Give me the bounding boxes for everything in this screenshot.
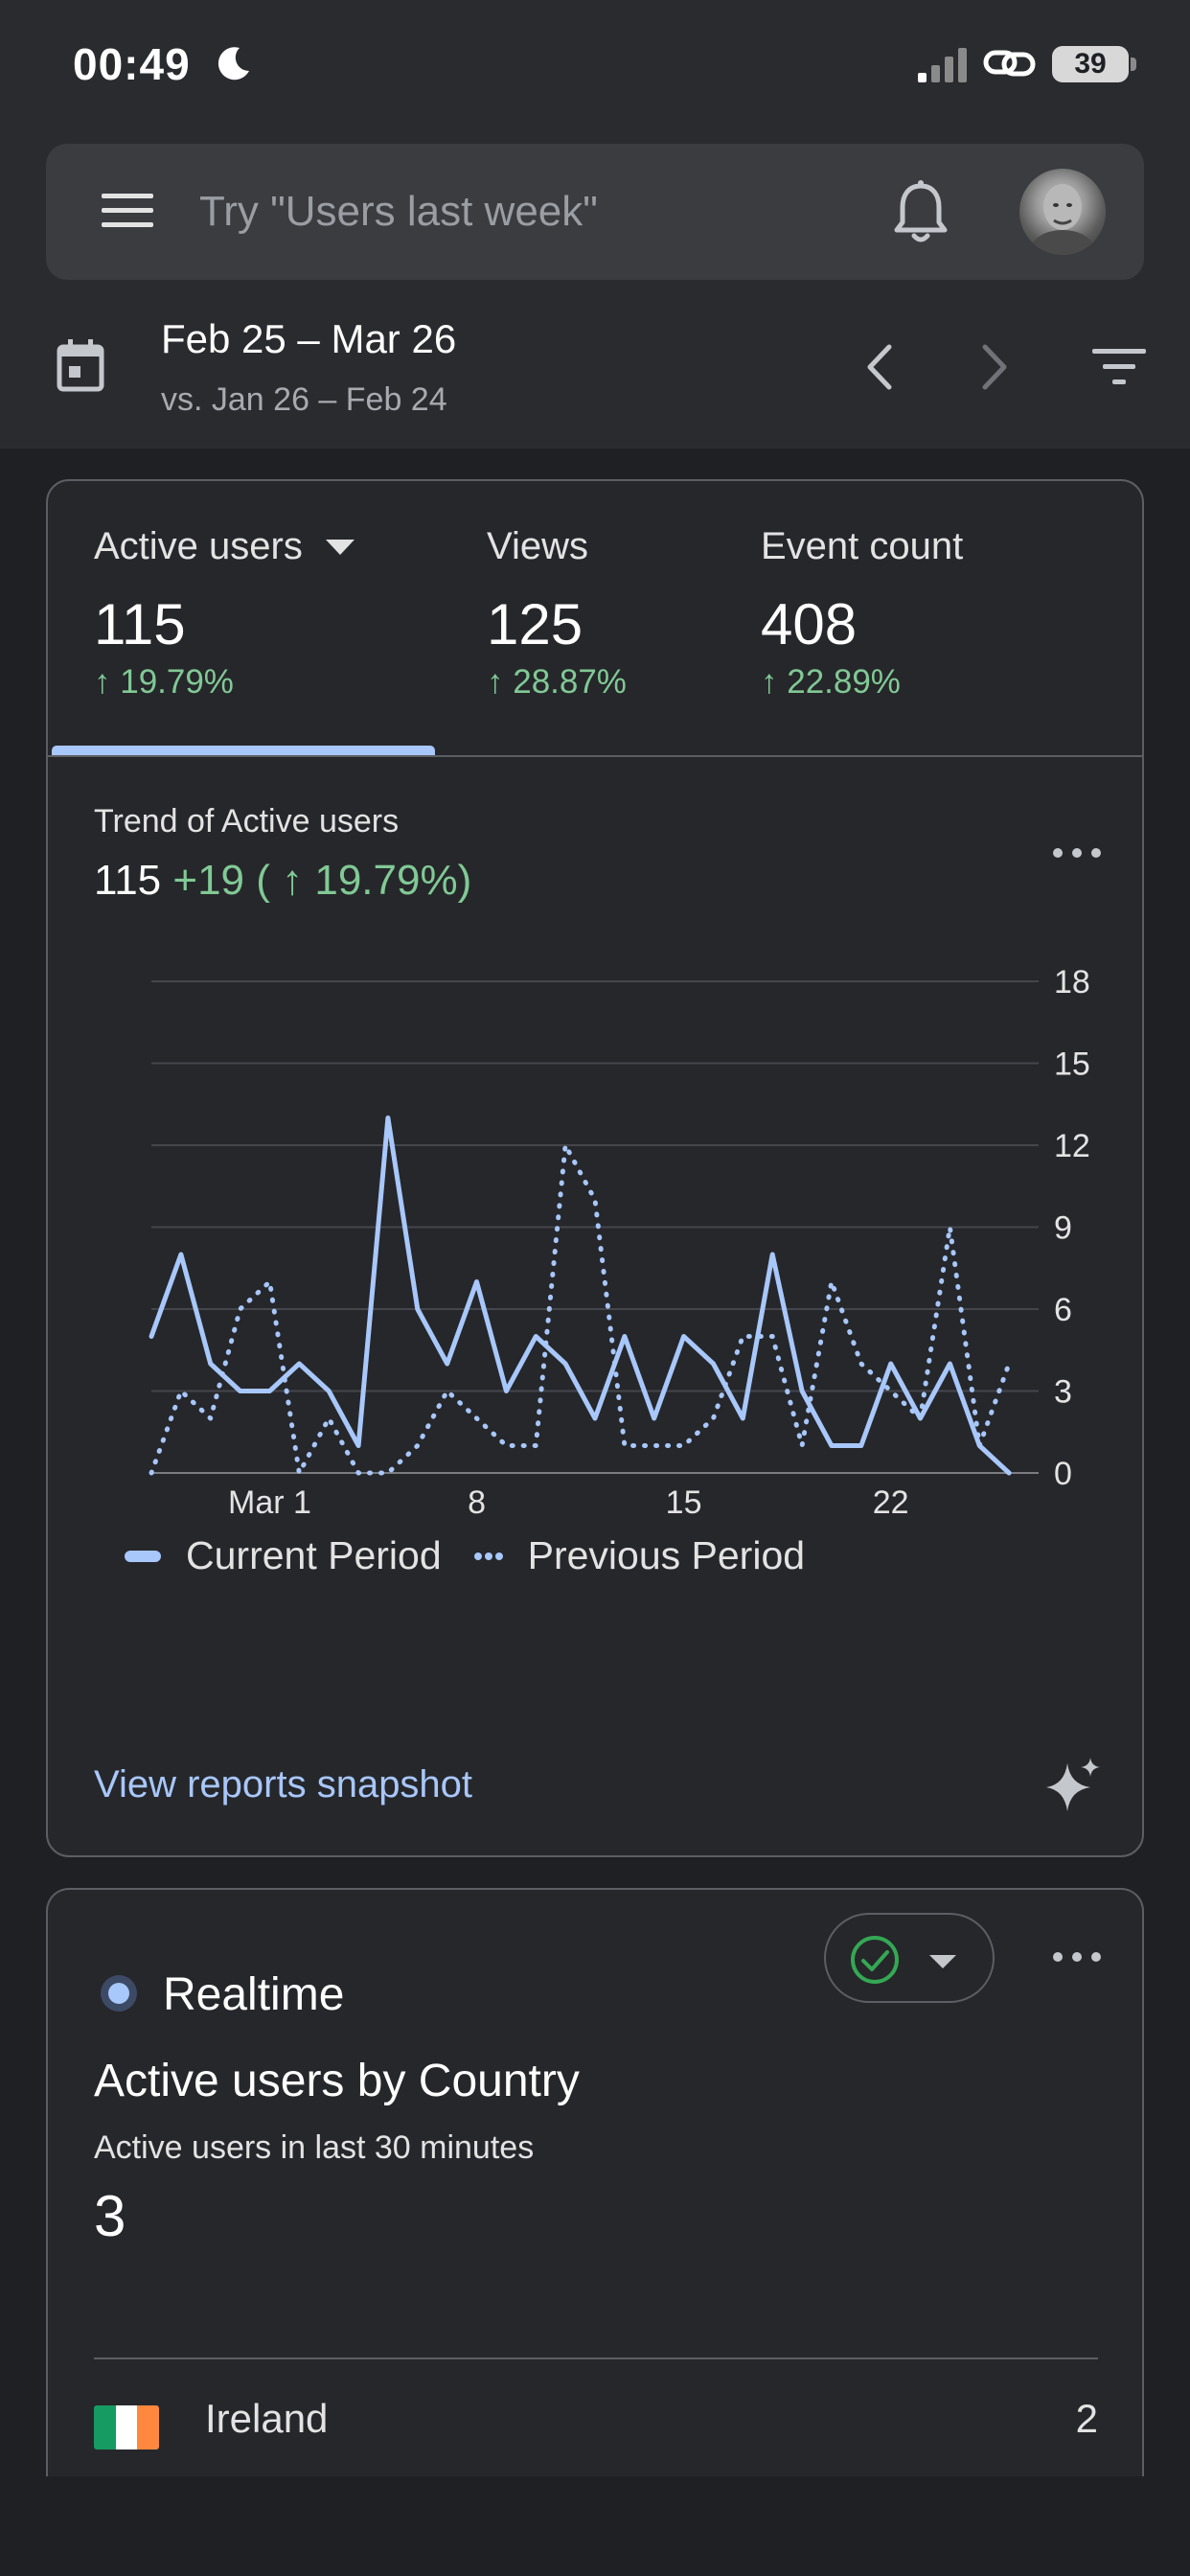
metric-change: ↑ 22.89% <box>761 663 901 701</box>
metric-views[interactable]: Views 125 ↑ 28.87% <box>487 525 627 702</box>
hamburger-menu-icon[interactable] <box>100 190 155 232</box>
realtime-label: Realtime <box>163 1969 345 2020</box>
metric-change: ↑ 28.87% <box>487 663 627 701</box>
calendar-icon[interactable] <box>56 339 105 393</box>
metric-change: ↑ 19.79% <box>94 663 234 701</box>
metric-value: 125 <box>487 592 584 656</box>
x-tick-label: 15 <box>666 1484 702 1516</box>
legend-swatch-solid <box>125 1550 161 1562</box>
realtime-card: Realtime Active users by Country Active … <box>46 1888 1144 2576</box>
y-tick-label: 6 <box>1054 1292 1072 1328</box>
avatar-face-icon <box>1030 184 1095 255</box>
metric-label: Event count <box>761 525 964 567</box>
account-avatar[interactable] <box>1019 169 1106 255</box>
status-filter-pill[interactable] <box>824 1913 995 2003</box>
realtime-value: 3 <box>94 2184 126 2248</box>
status-bar: 00:49 39 <box>0 0 1190 134</box>
x-tick-label: 8 <box>468 1484 486 1516</box>
metric-value: 408 <box>761 592 858 656</box>
legend-label: Previous Period <box>527 1533 806 1577</box>
legend-label: Current Period <box>186 1533 442 1577</box>
metric-label: Active users <box>94 525 356 568</box>
ireland-flag-icon <box>94 2405 159 2450</box>
country-value: 2 <box>1075 2396 1098 2441</box>
chevron-left-icon[interactable] <box>858 341 901 393</box>
realtime-subtitle: Active users in last 30 minutes <box>94 2129 535 2166</box>
check-circle-icon <box>851 1936 899 1984</box>
more-options-icon[interactable] <box>1050 843 1104 862</box>
x-tick-label: Mar 1 <box>228 1484 311 1516</box>
y-tick-label: 3 <box>1054 1374 1072 1411</box>
moon-icon <box>217 47 249 80</box>
trend-value: 115 <box>94 857 162 904</box>
trend-summary: 115 +19 ( ↑ 19.79%) <box>94 857 471 905</box>
view-reports-snapshot-link[interactable]: View reports snapshot <box>94 1763 473 1806</box>
battery-tip <box>1131 58 1136 71</box>
trend-title: Trend of Active users <box>94 803 400 840</box>
x-tick-label: 22 <box>873 1484 909 1516</box>
legend-item-previous: Previous Period <box>473 1533 806 1578</box>
status-time: 00:49 <box>73 39 191 89</box>
metric-event-count[interactable]: Event count 408 ↑ 22.89% <box>761 525 963 702</box>
notifications-bell-icon[interactable] <box>889 178 952 245</box>
cellular-signal-icon <box>918 48 967 82</box>
search-input[interactable]: Try "Users last week" <box>199 188 598 235</box>
realtime-card-title: Active users by Country <box>94 2056 580 2106</box>
chevron-right-icon[interactable] <box>973 341 1016 393</box>
trend-change: +19 ( ↑ 19.79%) <box>172 857 472 904</box>
y-tick-label: 18 <box>1054 964 1090 1000</box>
tab-divider <box>48 755 1142 757</box>
realtime-live-dot-icon <box>101 1975 137 2012</box>
selected-tab-indicator <box>52 746 435 755</box>
dropdown-triangle-icon <box>929 1955 956 1968</box>
y-tick-label: 15 <box>1054 1046 1090 1083</box>
overview-card: Active users 115 ↑ 19.79% Views 125 ↑ 28… <box>46 479 1144 1857</box>
metric-active-users[interactable]: Active users 115 ↑ 19.79% <box>94 525 356 702</box>
y-tick-label: 0 <box>1054 1456 1072 1492</box>
filter-icon[interactable] <box>1090 345 1148 389</box>
bottom-safe-area <box>0 2476 1190 2576</box>
legend-item-current: Current Period <box>125 1533 442 1578</box>
sparkle-icon[interactable] <box>1044 1756 1104 1815</box>
metric-value: 115 <box>94 592 186 656</box>
date-comparison: vs. Jan 26 – Feb 24 <box>161 381 447 418</box>
row-divider <box>94 2358 1098 2359</box>
date-range[interactable]: Feb 25 – Mar 26 <box>161 316 457 361</box>
metric-label: Views <box>487 525 588 567</box>
active-users-trend-chart: 0 3 6 9 12 15 18 Mar 1 8 15 22 <box>149 964 1090 1516</box>
search-bar: Try "Users last week" <box>46 144 1144 280</box>
series-line-previous-period <box>149 1142 1012 1476</box>
personal-hotspot-icon <box>983 50 1036 77</box>
y-tick-label: 9 <box>1054 1210 1072 1247</box>
chart-legend: Current Period Previous Period <box>125 1533 837 1578</box>
more-options-icon[interactable] <box>1050 1947 1104 1966</box>
dropdown-triangle-icon[interactable] <box>324 538 356 557</box>
legend-swatch-dotted <box>473 1552 503 1560</box>
series-line-current-period <box>149 1116 1012 1476</box>
y-tick-label: 12 <box>1054 1128 1090 1164</box>
metric-label-text: Active users <box>94 525 303 567</box>
battery-indicator: 39 <box>1052 46 1129 82</box>
country-name: Ireland <box>205 2396 329 2441</box>
